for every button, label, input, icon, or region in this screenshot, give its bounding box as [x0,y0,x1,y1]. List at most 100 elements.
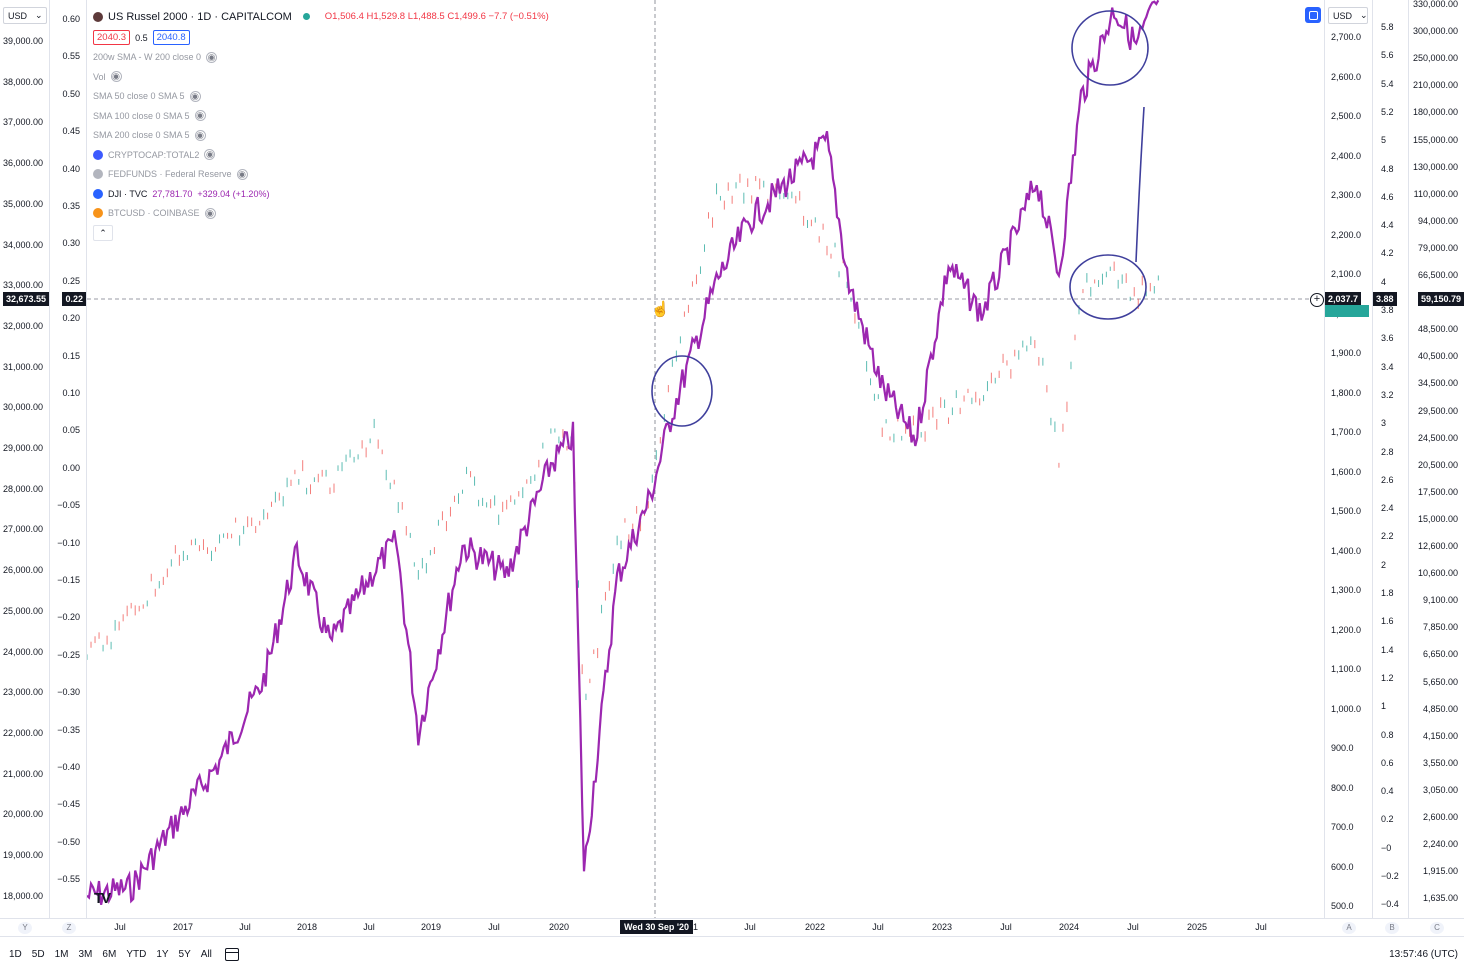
range-button[interactable]: YTD [126,949,147,960]
right-price-axis[interactable]: USD ⌄ 2,700.0 2,600.0 2,500.0 2,400.0 2,300.… [1324,0,1372,918]
right-currency-select[interactable]: USD ⌄ [1328,7,1368,24]
eye-icon[interactable]: ◉ [189,90,201,102]
btc-axis[interactable]: 330,000.00 300,000.00 250,000.00 210,000.00… [1408,0,1464,918]
fedfunds-axis-tick: 4.2 [1381,248,1394,259]
btc-axis-tick: 4,850.00 [1422,703,1458,714]
compare-scale-button[interactable]: C [1430,922,1444,934]
sync-icon[interactable] [1305,7,1321,23]
fedfunds-axis-tick: 5.2 [1381,106,1394,117]
fedfunds-axis[interactable]: 5.8 5.6 5.4 5.2 5 4.8 4.6 4.4 4.2 4 3.8 3.6 3.4 3.2 3 2… [1372,0,1408,918]
oscillator-axis-tick: 0.15 [62,350,80,361]
symbol-title[interactable]: US Russel 2000 · 1D · CAPITALCOM [108,10,292,23]
left-price-tag: 32,673.55 [2,292,49,306]
left-axis-tick: 39,000.00 [2,36,43,46]
legend-indicator-row[interactable]: SMA 100 close 0 SMA 5 ◉ [93,106,549,126]
utc-clock[interactable]: 13:57:46 (UTC) [1389,949,1458,960]
time-axis-label: Jul [1127,922,1139,932]
bid-ask-row[interactable]: 2040.3 0.5 2040.8 [93,28,549,48]
left-axis-tick: 37,000.00 [2,117,43,128]
legend-main-row[interactable]: US Russel 2000 · 1D · CAPITALCOM O1,506.… [93,8,549,25]
left-price-axis[interactable]: USD ⌄ 39,000.00 38,000.00 37,000.00 36,000.… [0,0,50,918]
right-axis-tick: 1,700.0 [1331,427,1362,437]
indicator-label: SMA 50 close 0 SMA 5 [93,91,185,102]
range-button[interactable]: 5Y [178,949,191,960]
legend-indicator-row[interactable]: FEDFUNDS · Federal Reserve ◉ [93,165,549,185]
legend-indicator-row[interactable]: 200w SMA - W 200 close 0 ◉ [93,48,549,68]
left-axis-tick: 30,000.00 [2,402,43,413]
oscillator-axis-tick: −0.05 [57,500,80,511]
oscillator-axis[interactable]: 0.60 0.55 0.50 0.45 0.40 0.35 0.30 0.25 0.20 0.15… [50,0,87,918]
left-axis-tick: 33,000.00 [2,280,43,291]
range-button[interactable]: 6M [102,949,117,960]
legend-indicator-row[interactable]: SMA 200 close 0 SMA 5 ◉ [93,126,549,146]
fedfunds-axis-tick: 5.6 [1381,50,1394,61]
fedfunds-axis-tick: 3 [1381,418,1387,429]
btc-axis-tick: 250,000.00 [1412,53,1458,64]
collapse-legend-button[interactable]: ⌃ [93,225,113,241]
annotation-circle-2020[interactable] [651,355,713,427]
legend-indicator-row[interactable]: Vol ◉ [93,67,549,87]
time-axis-label: 2020 [548,922,570,932]
range-button[interactable]: 5D [31,949,45,960]
left-currency-select[interactable]: USD ⌄ [3,7,47,24]
legend-dji-row[interactable]: DJI · TVC 27,781.70 +329.04 (+1.20%) [93,184,549,204]
btc-axis-tick: 17,500.00 [1417,486,1458,497]
eye-icon[interactable]: ◉ [194,110,206,122]
legend-indicator-row[interactable]: BTCUSD · COINBASE ◉ [93,204,549,224]
eye-icon[interactable]: ◉ [110,71,122,83]
time-axis-label: 2018 [296,922,318,932]
legend-indicator-row[interactable]: SMA 50 close 0 SMA 5 ◉ [93,87,549,107]
btc-axis-tick: 300,000.00 [1412,26,1458,37]
eye-icon[interactable]: ◉ [204,149,216,161]
oscillator-price-tag: 0.22 [62,292,86,306]
btc-axis-tick: 24,500.00 [1417,432,1458,443]
left-axis-tick: 26,000.00 [2,565,43,576]
annotation-circle-2024-mid[interactable] [1069,254,1147,320]
spread-value: 0.5 [135,32,148,43]
oscillator-axis-tick: 0.10 [62,388,80,398]
time-axis-label: Jul [239,922,251,932]
right-axis-tick: 1,100.0 [1331,664,1362,674]
indicator-label: SMA 100 close 0 SMA 5 [93,110,190,121]
range-button[interactable]: 1D [9,949,22,960]
btc-axis-tick: 7,850.00 [1422,622,1458,633]
range-button[interactable]: 1M [54,949,69,960]
range-button[interactable]: 1Y [156,949,169,960]
chart-plot-area[interactable] [86,0,1324,918]
legend-indicator-row[interactable]: CRYPTOCAP:TOTAL2 ◉ [93,145,549,165]
indicator-label: Vol [93,71,106,82]
annotation-circle-2024-top[interactable] [1071,10,1149,86]
add-alert-plus-icon[interactable]: + [1310,293,1324,307]
btc-axis-tick: 9,100.00 [1422,595,1458,606]
eye-icon[interactable]: ◉ [236,168,248,180]
buy-price[interactable]: 2040.8 [152,30,190,46]
oscillator-axis-tick: −0.30 [57,687,80,698]
eye-icon[interactable]: ◉ [194,129,206,141]
right-price-tag: 2,037.7 [1325,292,1362,306]
btc-axis-tick: 4,150.00 [1422,730,1458,741]
range-button[interactable]: 3M [78,949,93,960]
fedfunds-axis-tick: 5 [1381,135,1387,146]
eye-icon[interactable]: ◉ [206,51,218,63]
left-axis-tick: 28,000.00 [2,483,43,494]
time-axis[interactable]: Y Z Jul2017Jul2018Jul2019Jul202021Jul202… [0,918,1464,936]
oscillator-axis-tick: −0.40 [57,762,80,772]
btc-axis-tick: 1,635.00 [1422,893,1458,904]
time-axis-corner-z[interactable]: Z [62,922,76,934]
bar-scale-button[interactable]: B [1385,922,1399,934]
auto-scale-button[interactable]: A [1342,922,1356,934]
chart-svg[interactable] [86,0,1324,918]
dji-series-line [86,0,1160,906]
annotation-line[interactable] [1135,106,1145,263]
btc-axis-tick: 94,000.00 [1417,215,1458,226]
oscillator-axis-tick: 0.55 [62,51,80,62]
oscillator-axis-tick: 0.05 [62,425,80,436]
sell-price[interactable]: 2040.3 [93,30,131,46]
calendar-icon[interactable] [224,948,239,961]
right-axis-tick: 700.0 [1331,822,1354,832]
fedfunds-axis-tick: 3.6 [1381,333,1394,344]
time-axis-corner-y[interactable]: Y [18,922,32,934]
eye-icon[interactable]: ◉ [204,207,216,219]
range-button[interactable]: All [200,949,212,960]
indicator-logo-icon [93,208,103,219]
